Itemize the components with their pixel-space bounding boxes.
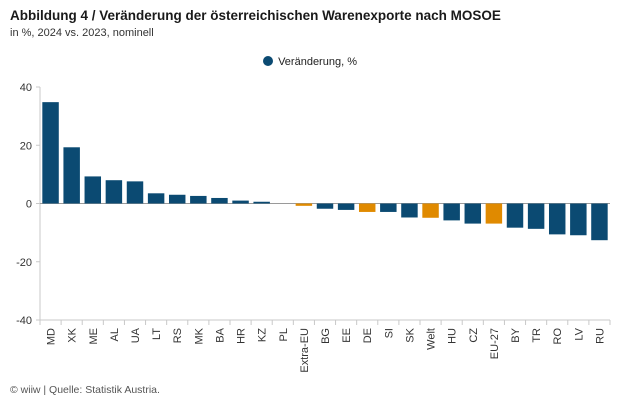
x-tick-label: BY [510, 327, 522, 342]
bar-bg [316, 203, 334, 209]
legend-label: Veränderung, % [278, 56, 357, 68]
bar-ro [548, 203, 566, 235]
x-tick-label: KZ [257, 328, 269, 342]
x-tick-label: BA [214, 327, 226, 342]
x-tick-label: Extra-EU [299, 328, 311, 373]
x-tick-label: EU-27 [489, 328, 501, 359]
chart-subtitle: in %, 2024 vs. 2023, nominell [10, 27, 154, 39]
bar-lv [570, 203, 587, 236]
x-tick-label: CZ [468, 328, 480, 343]
x-tick-label: TR [531, 328, 543, 343]
y-tick-label: 0 [26, 199, 32, 211]
x-tick-label: RU [594, 328, 606, 344]
x-tick-label: EE [341, 328, 353, 343]
bar-de [358, 203, 376, 212]
x-tick-label: HU [447, 328, 459, 344]
y-tick-label: 40 [20, 82, 32, 94]
bar-ee [337, 203, 355, 210]
x-tick-label: XK [67, 327, 79, 342]
legend[interactable]: Veränderung, % [0, 56, 620, 68]
x-tick-label: HR [236, 328, 248, 344]
bar-hu [443, 203, 460, 221]
bar-xk [63, 147, 80, 204]
bar-al [105, 180, 123, 204]
x-tick-label: MD [46, 328, 58, 345]
bar-extra-eu [295, 203, 313, 206]
x-tick-label: UA [130, 327, 142, 343]
bar-me [84, 176, 102, 204]
bar-eu-27 [485, 203, 503, 224]
bar-kz [253, 201, 270, 204]
x-tick-label: SK [404, 327, 416, 342]
y-tick-label: -40 [16, 315, 32, 327]
bar-welt [422, 203, 439, 218]
source-note: © wiiw | Quelle: Statistik Austria. [10, 384, 160, 396]
x-tick-label: LV [573, 327, 585, 340]
y-tick-label: -20 [16, 257, 32, 269]
bar-lt [147, 193, 165, 204]
bar-ba [211, 197, 228, 204]
bar-hr [232, 200, 249, 204]
bar-ua [126, 181, 144, 204]
x-tick-label: ME [88, 328, 100, 345]
bar-tr [527, 203, 545, 229]
x-tick-label: DE [362, 328, 374, 343]
y-tick-label: 20 [20, 140, 32, 152]
x-tick-label: RO [552, 328, 564, 345]
x-tick-label: SI [383, 328, 395, 338]
bar-si [380, 203, 397, 212]
x-tick-label: MK [193, 327, 205, 344]
legend-marker-icon [263, 56, 274, 66]
bar-by [506, 203, 524, 228]
x-tick-label: Welt [426, 328, 438, 350]
bar-sk [401, 203, 418, 218]
x-tick-label: AL [109, 328, 121, 341]
x-tick-label: RS [172, 328, 184, 343]
x-tick-label: BG [320, 328, 332, 344]
bar-mk [190, 195, 207, 204]
bar-rs [168, 194, 186, 204]
bar-cz [464, 203, 482, 224]
chart-title: Abbildung 4 / Veränderung der österreich… [10, 8, 501, 23]
bar-md [42, 102, 59, 204]
x-tick-label: LT [151, 328, 163, 340]
bar-ru [591, 203, 608, 241]
x-tick-label: PL [278, 328, 290, 341]
